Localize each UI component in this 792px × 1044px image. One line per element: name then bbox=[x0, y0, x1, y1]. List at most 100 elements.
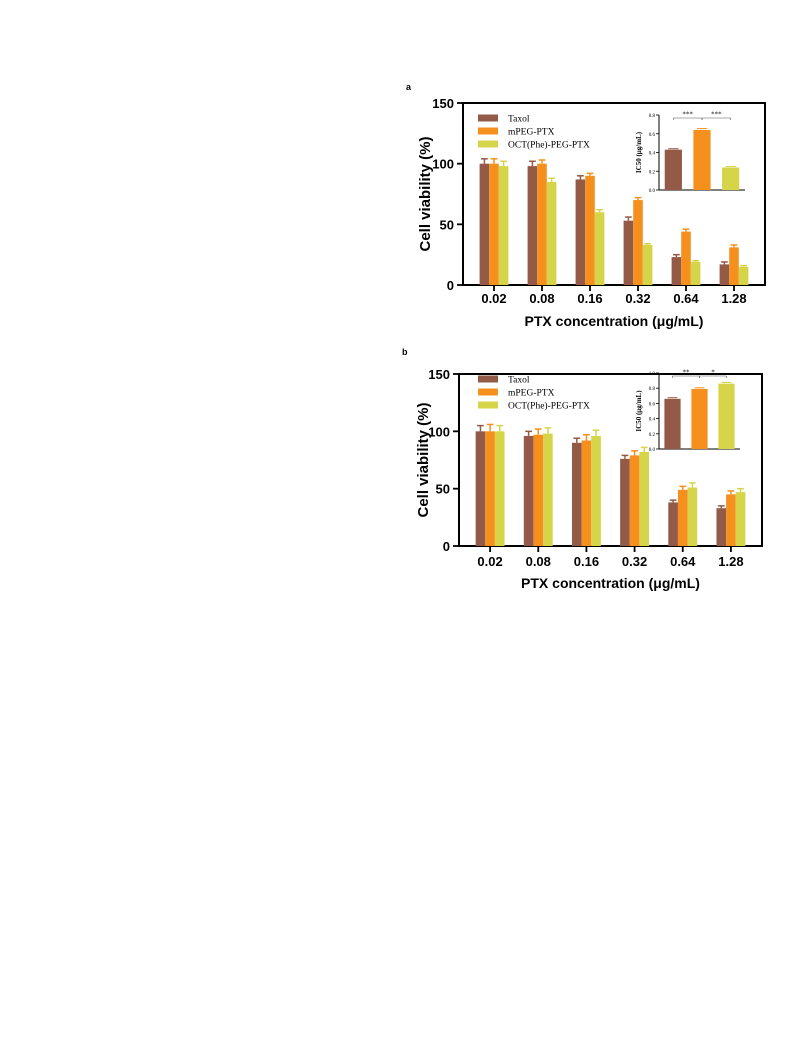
significance-label: *** bbox=[711, 111, 722, 119]
bar-taxol-1_28 bbox=[716, 508, 727, 546]
bar-oct-0_64 bbox=[687, 487, 698, 546]
legend-swatch-oct bbox=[478, 401, 498, 409]
bar-taxol-0_32 bbox=[620, 458, 630, 546]
y-axis-title: Cell viability (%) bbox=[417, 136, 434, 251]
y-tick-label: 0 bbox=[447, 278, 454, 293]
bar-oct-1_28 bbox=[735, 492, 746, 546]
bar-taxol-0_02 bbox=[475, 431, 486, 546]
x-tick-label: 0.32 bbox=[625, 291, 650, 306]
inset-y-tick-label: 0.6 bbox=[649, 402, 656, 407]
legend-swatch-taxol bbox=[478, 114, 498, 122]
plot-frame bbox=[462, 102, 766, 286]
bar-oct-0_32 bbox=[642, 244, 653, 285]
inset-bar-oct bbox=[718, 383, 735, 449]
x-axis-title: PTX concentration (μg/mL) bbox=[521, 575, 700, 591]
bar-mpeg-0_08 bbox=[533, 434, 544, 546]
inset-ic50: 0.0 0.2 0.4 0.6 0.8 IC50 (μg/mL) *** *** bbox=[635, 111, 745, 194]
x-tick-label: 0.64 bbox=[673, 291, 699, 306]
inset-bar-oct bbox=[722, 167, 740, 190]
bar-oct-0_16 bbox=[594, 212, 605, 285]
x-tick-label: 0.08 bbox=[526, 554, 551, 569]
bar-taxol-1_28 bbox=[719, 264, 730, 285]
inset-y-tick-label: 0.8 bbox=[649, 387, 656, 392]
x-tick-label: 0.08 bbox=[529, 291, 554, 306]
y-tick-label: 150 bbox=[428, 367, 450, 382]
bar-taxol-0_08 bbox=[523, 435, 534, 546]
bar-oct-0_16 bbox=[591, 435, 601, 546]
bar-taxol-0_32 bbox=[623, 220, 634, 285]
x-axis-title: PTX concentration (μg/mL) bbox=[525, 313, 704, 329]
bar-taxol-0_16 bbox=[575, 179, 586, 285]
legend-swatch-taxol bbox=[478, 375, 498, 383]
bar-mpeg-0_02 bbox=[489, 163, 499, 285]
significance-label: * bbox=[711, 369, 715, 377]
bar-mpeg-0_64 bbox=[677, 489, 688, 546]
legend-label-taxol: Taxol bbox=[508, 376, 530, 386]
y-axis-title: Cell viability (%) bbox=[415, 402, 432, 517]
inset-bar-taxol bbox=[664, 398, 681, 449]
bar-oct-0_08 bbox=[546, 181, 557, 285]
bar-mpeg-1_28 bbox=[726, 494, 736, 546]
bar-oct-0_32 bbox=[639, 451, 650, 546]
bar-mpeg-0_16 bbox=[581, 440, 592, 546]
x-tick-label: 0.02 bbox=[481, 291, 506, 306]
y-tick-label: 0 bbox=[443, 539, 450, 554]
legend-swatch-oct bbox=[478, 140, 498, 148]
x-tick-label: 0.64 bbox=[670, 554, 696, 569]
bar-oct-1_28 bbox=[738, 266, 749, 285]
legend-swatch-mpeg bbox=[478, 127, 498, 135]
bar-taxol-0_64 bbox=[668, 502, 678, 546]
legend-swatch-mpeg bbox=[478, 388, 498, 396]
legend-label-taxol: Taxol bbox=[508, 115, 530, 125]
legend-label-oct: OCT(Phe)-PEG-PTX bbox=[508, 401, 590, 412]
bar-oct-0_08 bbox=[543, 433, 553, 546]
x-tick-label: 0.16 bbox=[574, 554, 599, 569]
bar-mpeg-0_32 bbox=[629, 455, 640, 546]
inset-y-axis-title: IC50 (μg/mL) bbox=[635, 390, 643, 432]
bar-mpeg-0_32 bbox=[633, 200, 643, 285]
inset-y-tick-label: 0.2 bbox=[649, 433, 656, 438]
plot-frame bbox=[458, 373, 763, 547]
chart-panel-b: 0 50 100 150 Cell viability (%) 0.02 0.08 0.16 0… bbox=[415, 367, 763, 591]
legend-label-mpeg: mPEG-PTX bbox=[508, 128, 555, 138]
inset-y-tick-label: 0.6 bbox=[649, 133, 656, 138]
bar-oct-0_02 bbox=[494, 431, 505, 546]
bar-mpeg-0_02 bbox=[485, 431, 495, 546]
significance-label: *** bbox=[682, 111, 693, 119]
panel-label-b: b bbox=[402, 347, 408, 357]
y-tick-label: 50 bbox=[436, 482, 450, 497]
bar-taxol-0_64 bbox=[671, 257, 682, 285]
x-tick-label: 0.16 bbox=[577, 291, 602, 306]
y-tick-label: 50 bbox=[440, 217, 454, 232]
significance-label: ** bbox=[683, 369, 691, 377]
y-tick-label: 100 bbox=[432, 157, 454, 172]
inset-y-tick-label: 0.4 bbox=[649, 152, 656, 157]
bar-mpeg-0_64 bbox=[681, 231, 691, 285]
y-tick-label: 150 bbox=[432, 96, 454, 111]
x-tick-label: 1.28 bbox=[718, 554, 743, 569]
bar-oct-0_64 bbox=[690, 261, 701, 285]
inset-bar-taxol bbox=[664, 149, 682, 190]
chart-panel-a: 0 50 100 150 Cell viability (%) 0.02 0.08 0.16 0… bbox=[417, 96, 766, 329]
inset-y-tick-label: 0.4 bbox=[649, 418, 656, 423]
inset-y-tick-label: 0.0 bbox=[649, 189, 656, 194]
bar-mpeg-0_08 bbox=[537, 163, 547, 285]
bar-taxol-0_16 bbox=[571, 442, 582, 546]
inset-bar-mpeg bbox=[693, 130, 711, 190]
bar-mpeg-0_16 bbox=[585, 175, 595, 285]
inset-y-tick-label: 1.0 bbox=[649, 372, 656, 377]
x-tick-label: 1.28 bbox=[721, 291, 746, 306]
x-tick-label: 0.32 bbox=[622, 554, 647, 569]
bar-mpeg-1_28 bbox=[729, 247, 739, 285]
inset-y-tick-label: 0.2 bbox=[649, 170, 656, 175]
inset-y-axis-title: IC50 (μg/mL) bbox=[635, 131, 643, 173]
bar-taxol-0_08 bbox=[527, 166, 538, 285]
inset-bar-mpeg bbox=[691, 388, 708, 449]
panel-label-a: a bbox=[406, 82, 412, 92]
inset-y-tick-label: 0.8 bbox=[649, 114, 656, 119]
legend-label-oct: OCT(Phe)-PEG-PTX bbox=[508, 140, 590, 151]
inset-y-tick-label: 0.0 bbox=[649, 448, 656, 453]
bar-taxol-0_02 bbox=[479, 163, 490, 285]
